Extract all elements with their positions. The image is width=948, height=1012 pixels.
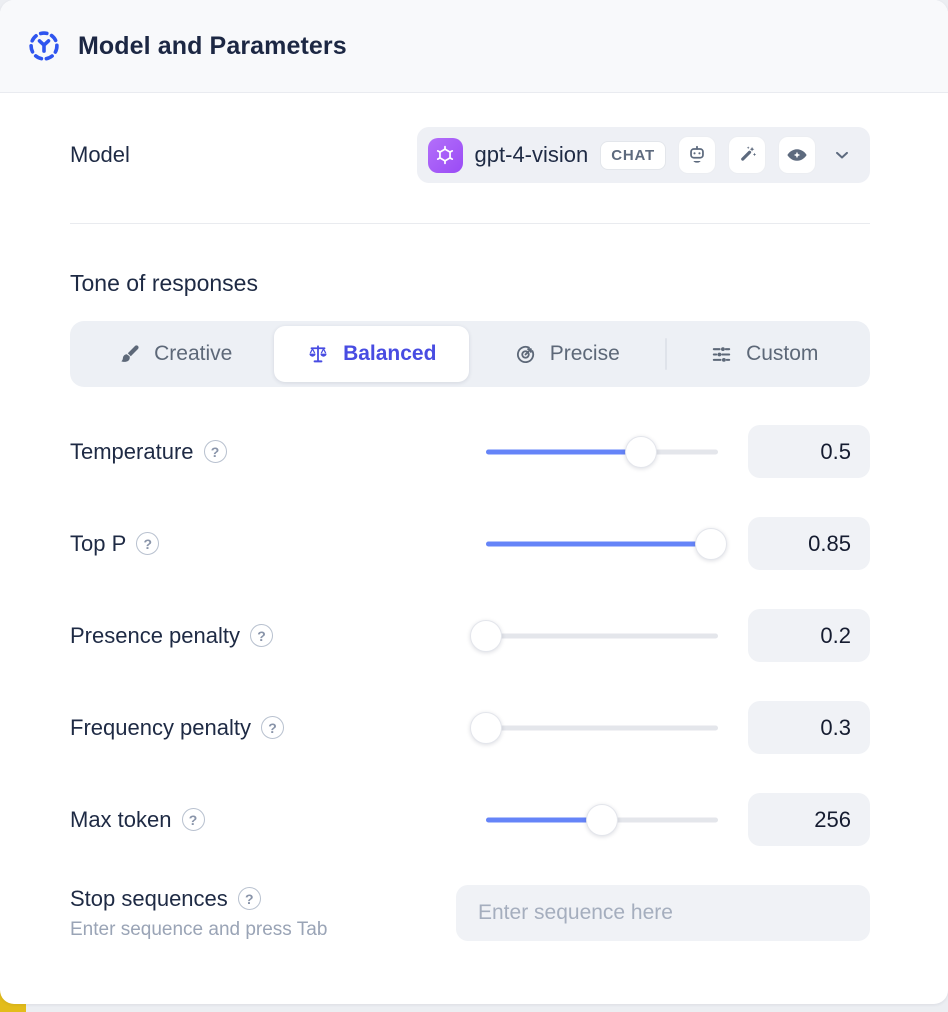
chevron-down-icon [832, 145, 852, 165]
slider-thumb[interactable] [470, 711, 502, 744]
tone-option-label: Balanced [343, 342, 437, 365]
parameter-value: 0.5 [820, 438, 851, 464]
parameter-value: 0.85 [808, 530, 851, 556]
parameter-label-group: Presence penalty ? [70, 623, 456, 649]
slider-fill [486, 449, 642, 454]
presence-penalty-slider[interactable] [470, 619, 718, 652]
vision-eye-icon [778, 136, 816, 174]
model-select-dropdown[interactable]: gpt-4-vision CHAT [416, 127, 870, 183]
stop-sequences-label-group: Stop sequences ? Enter sequence and pres… [70, 886, 456, 941]
model-label: Model [70, 142, 130, 167]
presence-penalty-value-field[interactable]: 0.2 [748, 609, 870, 662]
parameter-label: Presence penalty [70, 622, 240, 648]
tone-option-label: Creative [154, 342, 233, 365]
parameter-row-temperature: Temperature ? 0.5 [70, 425, 870, 478]
balance-scale-icon [306, 342, 330, 366]
wand-sparkles-icon [728, 136, 766, 174]
slider-fill [486, 541, 712, 546]
parameter-label-group: Top P ? [70, 531, 456, 557]
model-row: Model gpt-4-vision CHAT [70, 127, 870, 183]
parameter-label: Top P [70, 530, 127, 556]
openai-logo-icon [427, 137, 463, 173]
tone-option-creative[interactable]: Creative [78, 326, 274, 382]
tone-option-label: Custom [746, 342, 819, 365]
section-divider [70, 223, 870, 224]
tone-segmented-control: Creative Balanced [70, 321, 870, 387]
slider-track [486, 725, 718, 730]
parameter-row-presence-penalty: Presence penalty ? 0.2 [70, 609, 870, 662]
max-token-slider[interactable] [486, 803, 718, 836]
parameter-value: 0.2 [820, 622, 851, 648]
robot-icon [678, 136, 716, 174]
stop-sequences-label: Stop sequences [70, 885, 228, 911]
slider-fill [486, 817, 602, 822]
slider-thumb[interactable] [586, 803, 618, 836]
parameter-row-frequency-penalty: Frequency penalty ? 0.3 [70, 701, 870, 754]
tone-option-balanced[interactable]: Balanced [273, 326, 469, 382]
parameter-row-max-token: Max token ? 256 [70, 793, 870, 846]
tone-section-title: Tone of responses [70, 270, 258, 296]
stop-sequences-helper-text: Enter sequence and press Tab [70, 918, 328, 940]
parameter-label-group: Frequency penalty ? [70, 715, 456, 741]
slider-track [486, 633, 718, 638]
slider-thumb[interactable] [470, 619, 502, 652]
frequency-penalty-slider[interactable] [470, 711, 718, 744]
help-icon[interactable]: ? [136, 532, 160, 555]
tone-option-custom[interactable]: Custom [667, 326, 863, 382]
temperature-value-field[interactable]: 0.5 [748, 425, 870, 478]
tone-option-precise[interactable]: Precise [469, 326, 665, 382]
parameter-value: 256 [814, 806, 851, 832]
top-p-value-field[interactable]: 0.85 [748, 517, 870, 570]
help-icon[interactable]: ? [250, 624, 273, 647]
temperature-slider[interactable] [486, 435, 718, 468]
parameter-value: 0.3 [820, 714, 851, 740]
help-icon[interactable]: ? [203, 440, 227, 463]
target-icon [514, 343, 537, 366]
stop-sequences-input[interactable] [456, 885, 870, 941]
model-name: gpt-4-vision [474, 142, 589, 167]
sliders-icon [710, 343, 733, 366]
parameter-row-top-p: Top P ? 0.85 [70, 517, 870, 570]
segment-divider [664, 338, 667, 370]
slider-thumb[interactable] [625, 435, 658, 468]
parameter-label: Temperature [70, 438, 194, 464]
top-p-slider[interactable] [486, 527, 728, 560]
parameters-list: Temperature ? 0.5 Top P ? [70, 425, 870, 846]
parameter-label: Max token [70, 806, 172, 832]
parameter-label-group: Temperature ? [70, 439, 456, 465]
tone-option-label: Precise [549, 342, 620, 365]
parameter-label: Frequency penalty [70, 714, 251, 740]
model-manager-icon [24, 26, 64, 66]
help-icon[interactable]: ? [237, 887, 261, 910]
model-type-badge: CHAT [600, 140, 666, 170]
parameter-label-group: Max token ? [70, 807, 456, 833]
paintbrush-icon [119, 343, 141, 365]
panel-body: Model gpt-4-vision CHAT [0, 93, 948, 941]
frequency-penalty-value-field[interactable]: 0.3 [748, 701, 870, 754]
max-token-value-field[interactable]: 256 [748, 793, 870, 846]
help-icon[interactable]: ? [181, 808, 205, 831]
panel-title: Model and Parameters [78, 31, 347, 60]
stop-sequences-row: Stop sequences ? Enter sequence and pres… [70, 885, 870, 941]
panel-header: Model and Parameters [0, 0, 948, 93]
help-icon[interactable]: ? [261, 716, 284, 739]
slider-thumb[interactable] [695, 527, 728, 560]
